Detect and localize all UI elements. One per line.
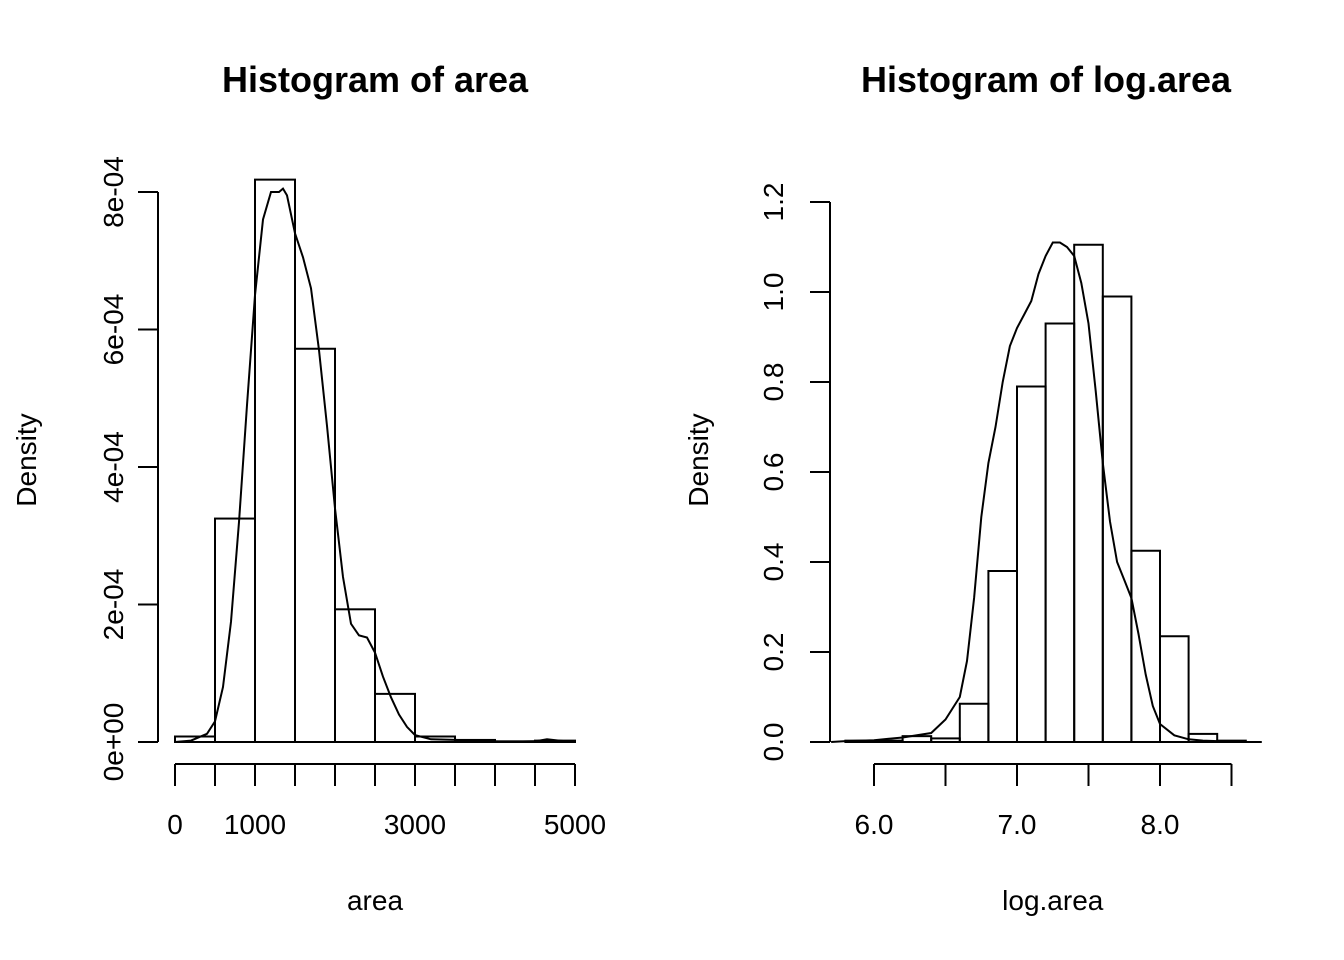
histogram-bar: [1016, 385, 1047, 743]
histogram-bar: [958, 702, 990, 743]
histogram-bar: [1101, 295, 1133, 743]
y-tick-label: 0.0: [758, 723, 789, 762]
histogram-bar: [1044, 322, 1076, 743]
y-tick-label: 0.8: [758, 363, 789, 402]
y-axis-label: Density: [11, 413, 42, 506]
y-tick-label: 8e-04: [98, 156, 129, 228]
y-tick-label: 0e+00: [98, 703, 129, 782]
y-axis-label: Density: [683, 413, 714, 506]
x-tick-label: 7.0: [998, 809, 1037, 840]
x-axis-label: area: [347, 885, 403, 916]
y-tick-label: 1.0: [758, 273, 789, 312]
y-tick-label: 1.2: [758, 183, 789, 222]
y-tick-label: 6e-04: [98, 294, 129, 366]
y-tick-label: 4e-04: [98, 431, 129, 503]
chart-title: Histogram of log.area: [861, 59, 1232, 100]
x-tick-label: 1000: [224, 809, 286, 840]
y-tick-label: 0.6: [758, 453, 789, 492]
x-tick-label: 3000: [384, 809, 446, 840]
panel-area: Histogram of area 0e+00 2e-04 4e-04 6e-04 8e-…: [11, 59, 606, 916]
x-tick-label: 6.0: [855, 809, 894, 840]
x-tick-label: 8.0: [1141, 809, 1180, 840]
y-tick-label: 0.2: [758, 633, 789, 672]
x-tick-label: 5000: [544, 809, 606, 840]
density-curve: [174, 187, 576, 743]
y-tick-label: 0.4: [758, 543, 789, 582]
y-tick-label: 2e-04: [98, 569, 129, 641]
histogram-bar: [214, 517, 256, 743]
x-axis-label: log.area: [1002, 885, 1104, 916]
x-tick-label: 0: [167, 809, 183, 840]
chart-title: Histogram of area: [222, 59, 529, 100]
histogram-bar: [294, 347, 336, 743]
histogram-bar: [987, 570, 1019, 743]
density-curve: [831, 241, 1246, 743]
panel-log-area: Histogram of log.area 0.0 0.2 0.4 0.6 0.8 1.0 1…: [683, 59, 1262, 916]
histogram-bar: [374, 692, 416, 743]
histogram-bar: [254, 178, 296, 743]
